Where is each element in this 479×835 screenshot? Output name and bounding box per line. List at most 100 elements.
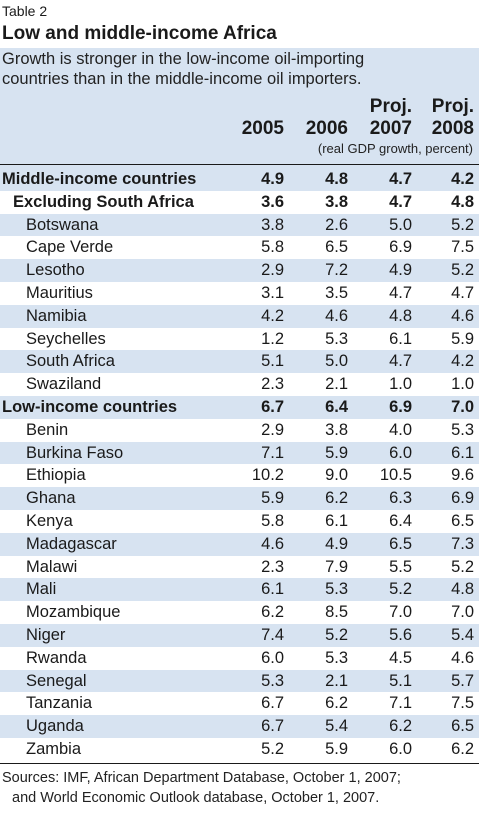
row-label: Middle-income countries (2, 170, 197, 188)
table-row: Mali 6.1 5.3 5.2 4.8 (0, 578, 479, 602)
cell-value: 3.8 (261, 215, 284, 234)
table-row: Cape Verde 5.8 6.5 6.9 7.5 (0, 236, 479, 259)
cell-value: 5.3 (261, 671, 284, 690)
cell-value: 9.0 (325, 466, 348, 485)
cell-value: 6.7 (261, 397, 284, 416)
cell-value: 5.3 (451, 420, 474, 439)
cell-value: 7.2 (325, 261, 348, 280)
cell-value: 1.2 (261, 329, 284, 348)
cell-value: 5.9 (261, 489, 284, 508)
cell-value: 6.7 (261, 694, 284, 713)
cell-value: 7.0 (451, 603, 474, 622)
cell-value: 3.6 (261, 192, 284, 211)
table-row: Uganda 6.7 5.4 6.2 6.5 (0, 715, 479, 738)
cell-value: 4.7 (451, 283, 474, 302)
cell-value: 5.5 (389, 557, 412, 576)
cell-value: 5.1 (389, 671, 412, 690)
cell-value: 4.8 (451, 192, 474, 211)
subtitle-line-2: countries than in the middle-income oil … (2, 70, 362, 88)
table-body: Middle-income countries 4.9 4.8 4.7 4.2 Exclu… (0, 168, 479, 761)
cell-value: 4.6 (451, 648, 474, 667)
row-label: Tanzania (26, 694, 93, 713)
cell-value: 4.2 (451, 170, 474, 188)
cell-value: 4.9 (389, 261, 412, 280)
table-row: Ethiopia 10.2 9.0 10.5 9.6 (0, 464, 479, 487)
table-row: Malawi 2.3 7.9 5.5 5.2 (0, 556, 479, 579)
cell-value: 5.8 (261, 511, 284, 530)
cell-value: 6.5 (325, 238, 348, 257)
cell-value: 2.3 (261, 557, 284, 576)
cell-value: 2.3 (261, 375, 284, 394)
cell-value: 6.0 (261, 648, 284, 667)
cell-value: 6.2 (261, 603, 284, 622)
table-row: Benin 2.9 3.8 4.0 5.3 (0, 419, 479, 442)
cell-value: 2.6 (325, 215, 348, 234)
cell-value: 1.0 (389, 375, 412, 394)
table-row: Low-income countries 6.7 6.4 6.9 7.0 (0, 395, 479, 419)
row-label: Low-income countries (2, 397, 178, 416)
cell-value: 4.2 (261, 306, 284, 325)
cell-value: 4.7 (389, 352, 412, 371)
cell-value: 4.9 (325, 534, 348, 553)
cell-value: 7.1 (261, 443, 284, 462)
cell-value: 5.4 (325, 717, 348, 736)
cell-value: 6.9 (389, 397, 412, 416)
table-row: Lesotho 2.9 7.2 4.9 5.2 (0, 259, 479, 282)
cell-value: 6.3 (389, 489, 412, 508)
col-prefix-3: Proj. (431, 96, 474, 117)
table-label: Table 2 (2, 3, 48, 19)
cell-value: 6.1 (389, 329, 412, 348)
table-row: Zambia 5.2 5.9 6.0 6.2 (0, 738, 479, 761)
cell-value: 6.2 (325, 694, 348, 713)
cell-value: 4.6 (261, 534, 284, 553)
table-row: Seychelles 1.2 5.3 6.1 5.9 (0, 328, 479, 351)
table-row: Burkina Faso 7.1 5.9 6.0 6.1 (0, 441, 479, 465)
cell-value: 6.1 (451, 443, 474, 462)
cell-value: 10.5 (379, 466, 412, 485)
row-label: Excluding South Africa (13, 192, 194, 211)
cell-value: 6.7 (261, 717, 284, 736)
cell-value: 3.8 (325, 192, 348, 211)
table-row: Kenya 5.8 6.1 6.4 6.5 (0, 510, 479, 533)
cell-value: 5.4 (451, 625, 474, 644)
table-title: Low and middle-income Africa (2, 23, 277, 44)
row-label: Niger (26, 625, 66, 644)
cell-value: 7.5 (451, 694, 474, 713)
cell-value: 5.9 (325, 443, 348, 462)
col-prefix-2: Proj. (369, 96, 412, 117)
cell-value: 4.5 (389, 648, 412, 667)
row-label: Zambia (26, 739, 82, 758)
cell-value: 4.7 (389, 283, 412, 302)
row-label: Cape Verde (26, 238, 114, 257)
cell-value: 6.1 (325, 511, 348, 530)
row-label: Namibia (26, 306, 87, 325)
table-row: Tanzania 6.7 6.2 7.1 7.5 (0, 692, 479, 715)
row-label: Senegal (26, 671, 87, 690)
table-row: Mauritius 3.1 3.5 4.7 4.7 (0, 282, 479, 305)
cell-value: 4.7 (389, 192, 412, 211)
cell-value: 5.6 (389, 625, 412, 644)
cell-value: 7.3 (451, 534, 474, 553)
cell-value: 4.8 (325, 170, 348, 188)
subtitle-line-1: Growth is stronger in the low-income oil… (2, 50, 365, 68)
source-line-2: and World Economic Outlook database, Oct… (12, 789, 380, 806)
row-label: Mozambique (26, 603, 121, 622)
table-row: Middle-income countries 4.9 4.8 4.7 4.2 (0, 168, 479, 191)
cell-value: 6.0 (389, 739, 412, 758)
cell-value: 6.4 (325, 397, 348, 416)
cell-value: 6.0 (389, 443, 412, 462)
cell-value: 5.8 (261, 238, 284, 257)
table-row: Mozambique 6.2 8.5 7.0 7.0 (0, 601, 479, 624)
row-label: Swaziland (26, 375, 102, 394)
col-year-2: 2007 (369, 118, 412, 139)
table-subtitle: Growth is stronger in the low-income oil… (0, 48, 479, 90)
cell-value: 5.7 (451, 671, 474, 690)
cell-value: 4.9 (261, 170, 284, 188)
cell-value: 6.4 (389, 511, 412, 530)
cell-value: 7.9 (325, 557, 348, 576)
cell-value: 6.9 (389, 238, 412, 257)
row-label: Lesotho (26, 261, 85, 280)
table-row: Swaziland 2.3 2.1 1.0 1.0 (0, 373, 479, 396)
cell-value: 7.0 (451, 397, 474, 416)
row-label: Ghana (26, 489, 76, 508)
